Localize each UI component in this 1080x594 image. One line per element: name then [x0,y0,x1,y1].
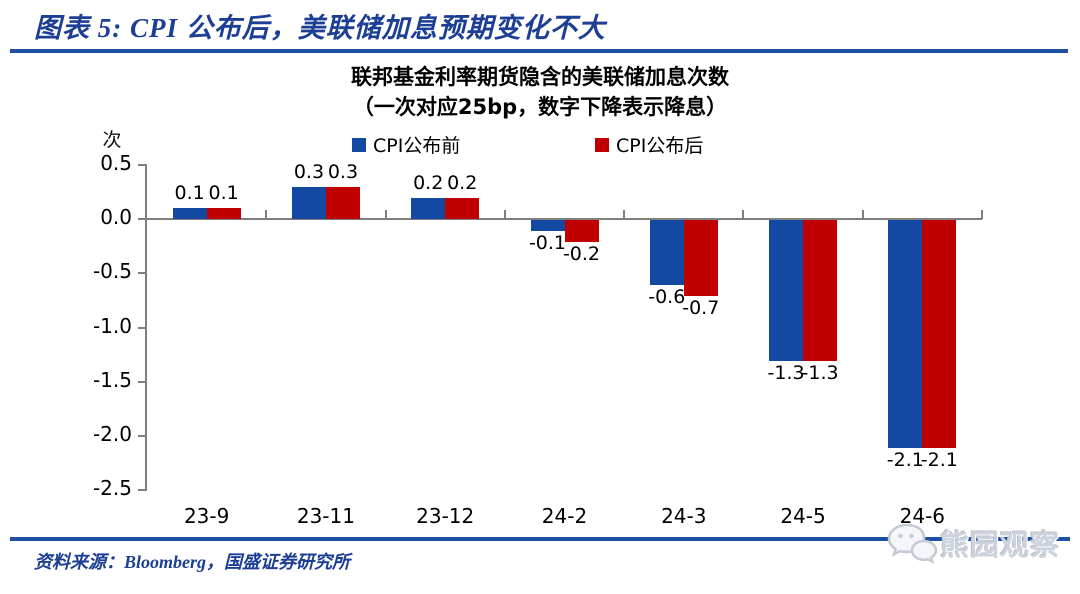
data-source-note: 资料来源：Bloomberg，国盛证券研究所 [34,552,351,572]
x-axis-tick [742,210,745,220]
legend-item-cpi-before: CPI公布前 [352,131,460,158]
bar-value-label: -1.3 [767,362,805,384]
chart-title-line1: 联邦基金利率期货隐含的美联储加息次数 [351,65,729,89]
bar-value-label: -0.1 [528,232,567,254]
header-divider [10,49,1068,53]
bar-cpi-before [291,186,326,220]
watermark: 熊园观察 [886,522,1060,564]
x-axis-tick [265,210,268,220]
y-tick-label: 0.5 [100,151,132,175]
y-axis-tick [138,272,147,275]
category-label: 24-2 [541,504,588,528]
page-title: 图表 5: CPI 公布后，美联储加息预期变化不大 [34,13,606,43]
x-axis-tick [623,210,626,220]
bar-cpi-after [922,220,957,448]
x-axis-tick [384,210,387,220]
bar-value-label: 0.1 [174,182,205,205]
category-label: 24-3 [661,504,707,528]
bar-value-label: 0.2 [413,171,444,194]
legend-item-cpi-after: CPI公布后 [595,131,703,158]
bar-cpi-after [564,220,599,242]
y-tick-label: -0.5 [92,259,132,284]
chart-title-line2: （一次对应25bp，数字下降表示降息） [352,95,728,119]
x-axis-tick [503,210,506,220]
bar-cpi-after [325,186,360,220]
x-axis-line [147,218,982,221]
bar-cpi-before [888,220,923,448]
y-axis-tick [138,218,147,221]
bar-cpi-after [445,197,480,220]
y-axis-tick [138,434,147,437]
bar-cpi-after [206,208,241,220]
footer-divider [10,537,1070,541]
y-axis-tick [138,326,147,329]
category-label: 23-9 [183,504,230,528]
y-tick-label: -2.5 [92,476,132,500]
bar-value-label: -0.7 [682,297,720,319]
bar-value-label: -2.1 [920,448,958,471]
legend-swatch-red [595,137,609,152]
legend-label: CPI公布前 [373,135,461,157]
bar-cpi-before [411,197,446,220]
bar-cpi-before [172,208,207,220]
category-label: 23-11 [296,504,355,528]
y-axis-tick [138,380,147,383]
bar-cpi-before [530,220,565,231]
category-label: 24-5 [780,504,826,528]
bar-value-label: 0.3 [293,160,325,183]
bar-value-label: -0.2 [562,242,601,265]
legend-label: CPI公布后 [616,135,704,157]
y-tick-label: -2.0 [92,421,132,446]
watermark-text: 熊园观察 [940,528,1061,562]
legend-swatch-blue [352,137,366,152]
x-axis-tick [861,210,864,220]
bar-value-label: 0.3 [327,160,359,183]
bar-cpi-before [649,220,684,286]
y-tick-label: 0.0 [100,205,132,230]
y-axis-tick [138,164,147,166]
bar-value-label: 0.2 [447,171,478,194]
y-tick-label: -1.0 [92,313,132,338]
wechat-chat-bubbles-icon [887,523,938,564]
y-axis-unit-label: 次 [102,129,122,151]
bar-value-label: -0.6 [648,286,686,309]
bar-cpi-after [803,220,838,361]
bar-value-label: -1.3 [801,362,839,384]
category-label: 23-12 [416,504,475,528]
x-axis-tick [981,210,983,220]
bar-value-label: -2.1 [886,448,924,471]
bar-cpi-after [683,220,718,296]
y-tick-label: -1.5 [92,367,132,392]
bar-value-label: 0.1 [208,182,239,205]
bar-cpi-before [769,220,804,361]
y-axis-tick [138,489,147,491]
